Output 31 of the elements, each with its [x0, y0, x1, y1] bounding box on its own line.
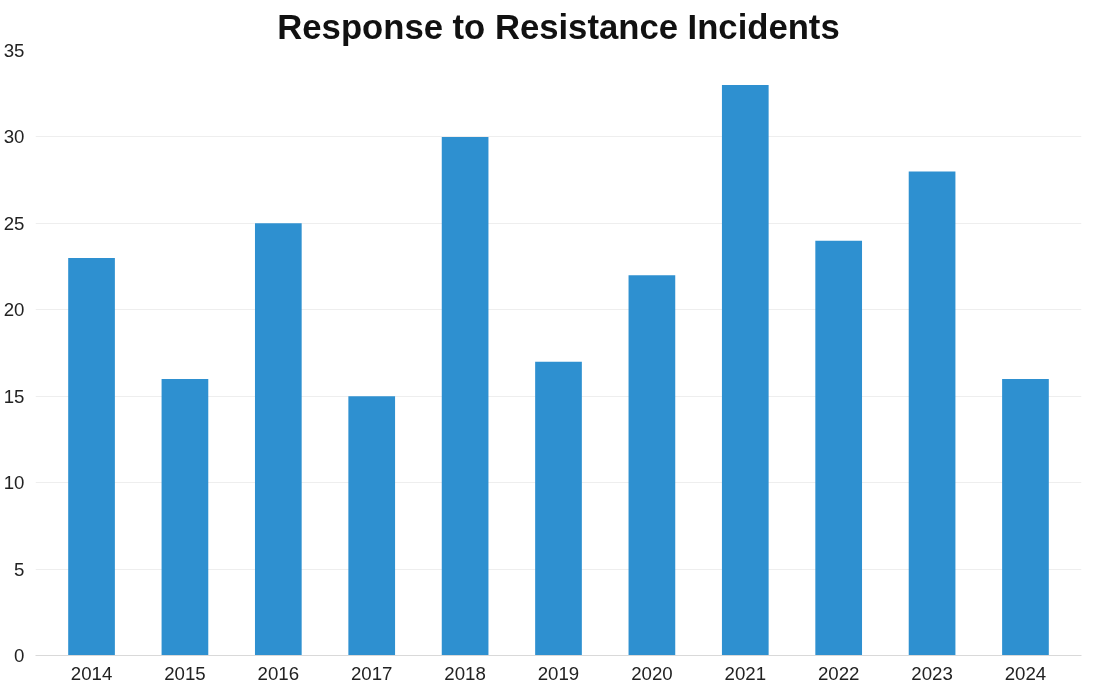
x-tick-label: 2017	[350, 662, 393, 682]
y-tick-label: 0	[14, 645, 25, 666]
y-tick-label: 35	[3, 40, 25, 61]
x-tick-label: 2023	[911, 662, 953, 682]
x-tick-label: 2024	[1004, 662, 1047, 682]
y-tick-label: 10	[3, 472, 25, 494]
x-tick-label: 2019	[537, 662, 580, 682]
chart-title: Response to Resistance Incidents	[277, 7, 840, 46]
bar	[721, 85, 769, 656]
y-tick-label: 25	[3, 212, 25, 234]
y-tick-label: 5	[14, 558, 25, 580]
bar	[441, 136, 489, 656]
y-tick-label: 30	[3, 126, 25, 148]
x-tick-label: 2015	[164, 662, 206, 682]
bar	[254, 223, 302, 656]
x-tick-label: 2020	[631, 662, 673, 682]
x-tick-label: 2022	[817, 662, 860, 682]
bar	[1002, 378, 1049, 656]
bar	[535, 361, 582, 656]
y-tick-label: 20	[3, 299, 25, 321]
x-tick-label: 2016	[257, 662, 300, 682]
bar	[348, 396, 396, 656]
bar	[68, 257, 115, 656]
bar	[628, 275, 676, 656]
bar	[815, 240, 863, 656]
x-tick-label: 2014	[70, 662, 113, 682]
bar	[908, 171, 956, 656]
y-tick-label: 15	[3, 385, 25, 407]
x-tick-label: 2021	[724, 662, 767, 682]
bar	[161, 378, 209, 656]
x-tick-label: 2018	[444, 662, 486, 682]
